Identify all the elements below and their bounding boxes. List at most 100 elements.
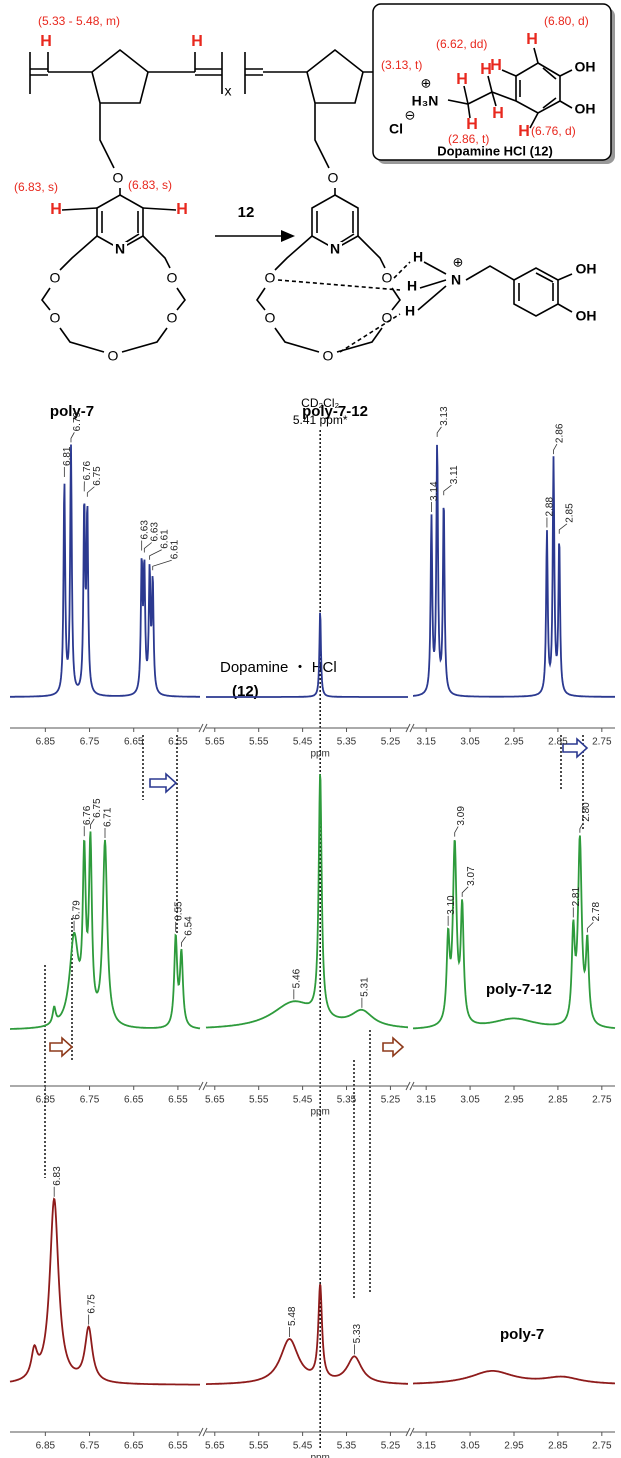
peak-label: 3.14 (429, 481, 440, 501)
x-tick-label: 6.65 (124, 1095, 144, 1106)
peak-label: 2.78 (591, 901, 602, 921)
shift: (3.13, t) (381, 58, 422, 72)
charge: ⊕ (453, 254, 464, 269)
x-tick-label: 6.75 (80, 1095, 100, 1106)
spectrum (10, 831, 201, 1030)
hydrogen-bond (277, 261, 411, 353)
peak-leader (443, 484, 452, 496)
peak-leader (579, 822, 584, 833)
x-tick-label: 5.35 (337, 1095, 357, 1106)
x-tick-label: 3.05 (460, 1095, 480, 1106)
peak-label: 5.31 (360, 977, 371, 997)
peak-leader (143, 542, 152, 553)
peak-label: 5.33 (352, 1323, 363, 1343)
peak-label: 3.09 (456, 806, 467, 826)
peak-leader (90, 818, 95, 829)
peak-label: 6.61 (169, 539, 180, 559)
x-tick-label: 5.45 (293, 1441, 313, 1452)
peak-label: 6.75 (92, 798, 103, 818)
peak-leader (558, 523, 568, 534)
peak-label: 6.63 (149, 522, 160, 542)
atom: H (413, 249, 423, 265)
x-tick-label: 2.95 (504, 1095, 524, 1106)
spectrum (413, 444, 615, 698)
x-tick-label: 6.85 (36, 737, 56, 748)
peak-label: 6.61 (159, 529, 170, 549)
peak-leader (436, 426, 442, 437)
peak-label: 6.55 (173, 901, 184, 921)
shift: (6.76, d) (531, 124, 576, 138)
arrow-head (281, 230, 295, 242)
x-tick-label: 5.65 (205, 737, 225, 748)
x-tick-label: 5.55 (249, 1095, 269, 1106)
peak-leader (149, 549, 162, 560)
x-tick-label: 6.65 (124, 737, 144, 748)
dopamine-box (372, 3, 612, 161)
atom: O (328, 170, 339, 186)
peak-label: 6.75 (92, 466, 103, 486)
atom: O (382, 270, 393, 286)
chain-h: H (480, 61, 492, 78)
x-tick-label: 2.75 (592, 1441, 612, 1452)
atom: O (108, 348, 119, 364)
x-tick-label: 5.35 (337, 737, 357, 748)
peak-leader (586, 922, 594, 933)
axis-break (405, 1427, 415, 1437)
panel-name: poly-7-12 (486, 981, 552, 998)
peak-label: 2.81 (571, 887, 582, 907)
atom: OH (575, 101, 596, 117)
x-tick-label: 2.85 (548, 737, 568, 748)
peak-label: 6.71 (103, 807, 114, 827)
x-axis-label: ppm (310, 1107, 329, 1118)
x-axis-label: ppm (310, 1453, 329, 1458)
peak-label: 6.54 (183, 916, 194, 936)
aryl-h: H (50, 201, 62, 218)
x-tick-label: 2.75 (592, 737, 612, 748)
solvent-name: CD₂Cl₂ (301, 396, 339, 410)
x-tick-label: 2.75 (592, 1095, 612, 1106)
atom: O (113, 170, 124, 186)
axis-break (198, 723, 208, 733)
atom: H (407, 278, 417, 294)
peak-label: 2.86 (555, 423, 566, 443)
repeat: x (225, 83, 232, 99)
axis-break (405, 723, 415, 733)
spectrum (10, 444, 200, 698)
x-tick-label: 5.55 (249, 1441, 269, 1452)
x-tick-label: 3.15 (416, 737, 436, 748)
x-tick-label: 5.55 (249, 737, 269, 748)
aryl-h: H (518, 123, 530, 140)
compound-name: Dopamine HCl (12) (437, 143, 553, 158)
spectrum (206, 1284, 408, 1385)
atom: O (167, 270, 178, 286)
atom: N (330, 241, 340, 257)
x-axis-label: ppm (310, 749, 329, 760)
peak-label: 5.46 (291, 968, 302, 988)
aryl-shift: (6.83, s) (128, 178, 172, 192)
vinyl-h: H (40, 33, 52, 50)
aryl-shift: (6.83, s) (14, 180, 58, 194)
reagent: 12 (238, 204, 255, 221)
x-tick-label: 6.65 (124, 1441, 144, 1452)
peak-label: 3.10 (446, 895, 457, 915)
peak-leader (86, 486, 95, 497)
axis-break (198, 1427, 208, 1437)
atom: N (115, 241, 125, 257)
x-tick-label: 5.25 (381, 1095, 401, 1106)
compound-name: poly-7 (50, 403, 94, 420)
x-tick-label: 2.95 (504, 737, 524, 748)
atom: N (451, 272, 461, 288)
peak-leader (454, 826, 459, 837)
x-tick-label: 6.55 (168, 1095, 188, 1106)
x-tick-label: 5.45 (293, 1095, 313, 1106)
x-tick-label: 5.65 (205, 1095, 225, 1106)
x-tick-label: 3.05 (460, 737, 480, 748)
panel-name: Dopamine ・ HCl (220, 659, 337, 676)
spectrum (205, 774, 408, 1029)
x-tick-label: 5.45 (293, 737, 313, 748)
peak-label: 6.63 (139, 520, 150, 540)
chloride: Cl (389, 121, 403, 137)
peak-leader (461, 886, 469, 897)
